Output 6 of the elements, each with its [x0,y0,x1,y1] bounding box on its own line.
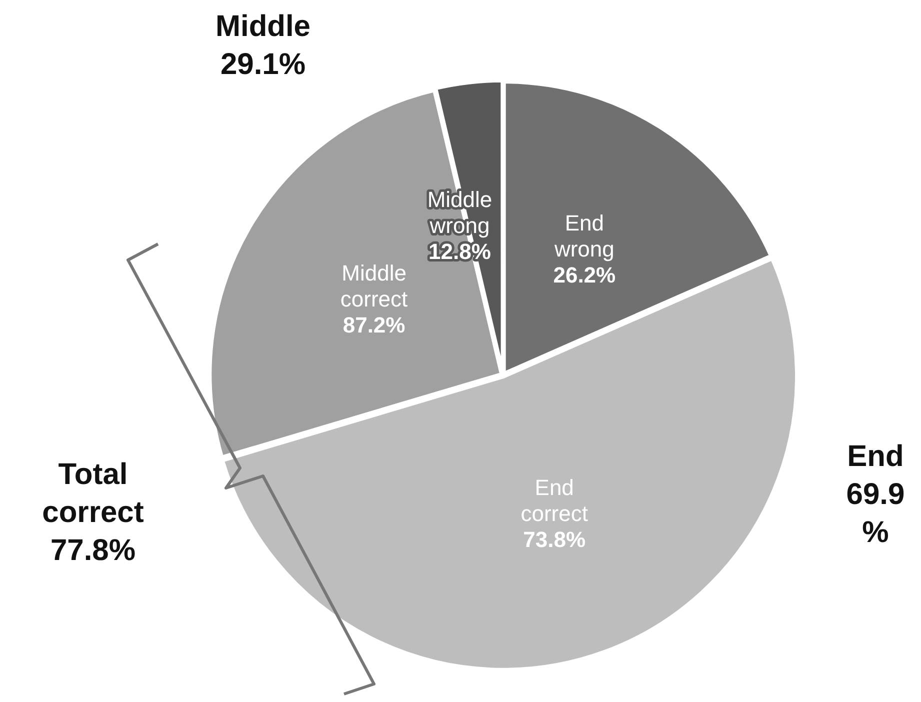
slice-label: Middle correct 87.2% [340,260,408,338]
text: Total correct 77.8% [41,457,145,569]
text: Middle 29.1% [214,9,312,83]
slice-label: End wrong 26.2% [553,210,616,288]
slice-label: End correct 73.8% [520,474,588,552]
text: End 69.9 % [845,439,906,551]
